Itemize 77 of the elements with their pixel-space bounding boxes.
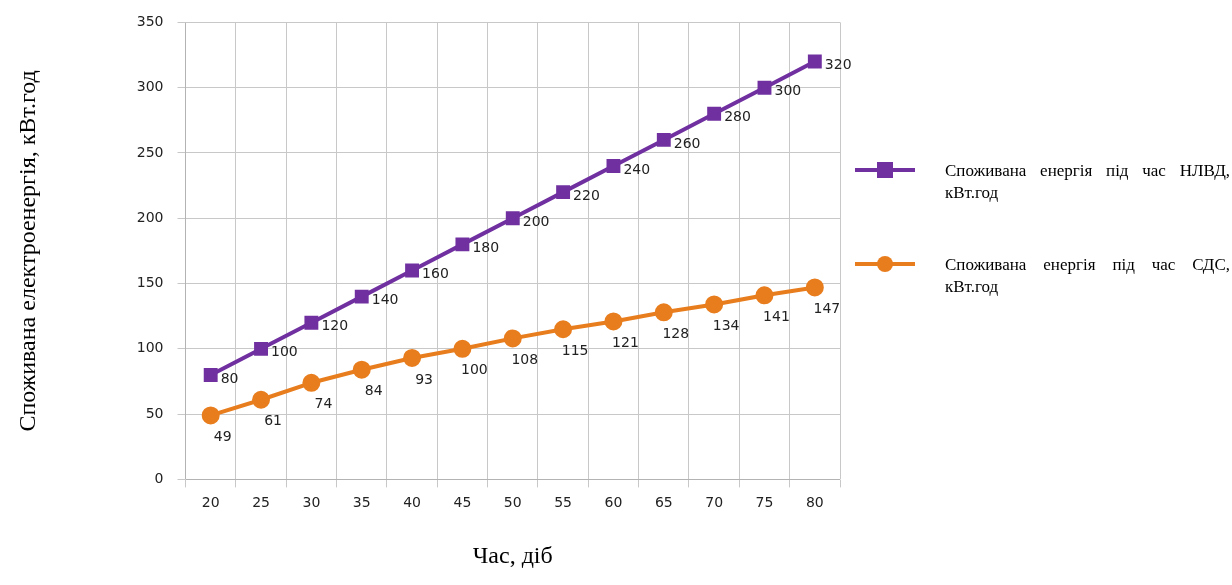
point bbox=[807, 54, 822, 69]
x-tick-label: 75 bbox=[755, 494, 774, 511]
data-label: 84 bbox=[364, 382, 383, 399]
data-label: 260 bbox=[673, 134, 701, 151]
point bbox=[201, 406, 220, 425]
point bbox=[654, 303, 673, 322]
point bbox=[707, 106, 722, 121]
y-tick-label: 300 bbox=[136, 78, 164, 95]
point bbox=[755, 286, 774, 305]
data-label: 108 bbox=[511, 351, 539, 368]
data-label: 134 bbox=[712, 317, 740, 334]
point bbox=[606, 159, 621, 173]
point bbox=[656, 132, 671, 147]
data-label: 160 bbox=[422, 265, 449, 282]
y-tick-label: 150 bbox=[136, 274, 164, 291]
point bbox=[403, 348, 422, 367]
legend-label: Споживана енергія під час НЛВД, кВт.год bbox=[945, 160, 1230, 204]
point bbox=[254, 341, 268, 356]
y-tick-label: 200 bbox=[136, 208, 164, 225]
legend-label: Споживана енергія під час СДС, кВт.год bbox=[945, 254, 1230, 298]
x-tick-label: 80 bbox=[805, 494, 824, 511]
data-label: 128 bbox=[662, 324, 690, 341]
point bbox=[505, 211, 520, 226]
point bbox=[203, 367, 218, 382]
data-label: 120 bbox=[321, 317, 349, 334]
point bbox=[405, 263, 420, 278]
x-tick-label: 20 bbox=[201, 494, 220, 511]
point bbox=[805, 278, 824, 297]
point bbox=[554, 320, 573, 339]
point bbox=[252, 390, 271, 409]
x-tick-label: 50 bbox=[503, 494, 522, 511]
point bbox=[705, 295, 724, 314]
data-label: 240 bbox=[623, 160, 651, 177]
point bbox=[352, 360, 371, 379]
point bbox=[757, 80, 772, 95]
point bbox=[302, 373, 321, 392]
data-label: 74 bbox=[314, 395, 333, 412]
x-tick-label: 30 bbox=[302, 494, 321, 511]
x-tick-label: 60 bbox=[604, 494, 623, 511]
y-tick-label: 50 bbox=[145, 404, 164, 421]
data-label: 220 bbox=[573, 186, 600, 203]
data-label: 141 bbox=[763, 307, 790, 324]
data-label: 280 bbox=[724, 108, 751, 125]
y-tick-label: 250 bbox=[136, 143, 164, 160]
data-label: 320 bbox=[824, 56, 852, 73]
point bbox=[604, 312, 623, 331]
x-tick-label: 35 bbox=[352, 494, 371, 511]
point bbox=[453, 339, 472, 358]
point bbox=[503, 329, 522, 348]
data-label: 140 bbox=[371, 291, 399, 308]
x-axis-title: Час, діб bbox=[472, 541, 553, 568]
data-label: 121 bbox=[612, 334, 639, 351]
x-tick-label: 65 bbox=[654, 494, 673, 511]
x-tick-label: 25 bbox=[252, 494, 270, 511]
data-label: 100 bbox=[271, 343, 298, 360]
data-label: 300 bbox=[774, 82, 802, 99]
y-tick-label: 0 bbox=[154, 470, 164, 487]
data-label: 93 bbox=[415, 370, 433, 387]
point bbox=[304, 315, 319, 330]
data-label: 115 bbox=[561, 341, 589, 358]
data-label: 180 bbox=[472, 239, 500, 256]
x-tick-label: 55 bbox=[554, 494, 573, 511]
data-label: 147 bbox=[813, 300, 841, 317]
x-tick-label: 70 bbox=[705, 494, 724, 511]
data-label: 61 bbox=[264, 412, 282, 429]
point bbox=[354, 289, 369, 304]
point bbox=[455, 237, 470, 252]
point bbox=[556, 185, 571, 200]
data-label: 49 bbox=[213, 428, 232, 445]
data-label: 100 bbox=[461, 361, 488, 378]
x-tick-label: 40 bbox=[403, 494, 421, 511]
data-label: 200 bbox=[522, 212, 550, 229]
y-tick-label: 100 bbox=[136, 339, 164, 356]
y-tick-label: 350 bbox=[136, 13, 164, 30]
y-axis-title: Споживана електроенергія, кВт.год bbox=[13, 70, 40, 432]
data-label: 80 bbox=[220, 369, 239, 386]
x-tick-label: 45 bbox=[453, 494, 472, 511]
